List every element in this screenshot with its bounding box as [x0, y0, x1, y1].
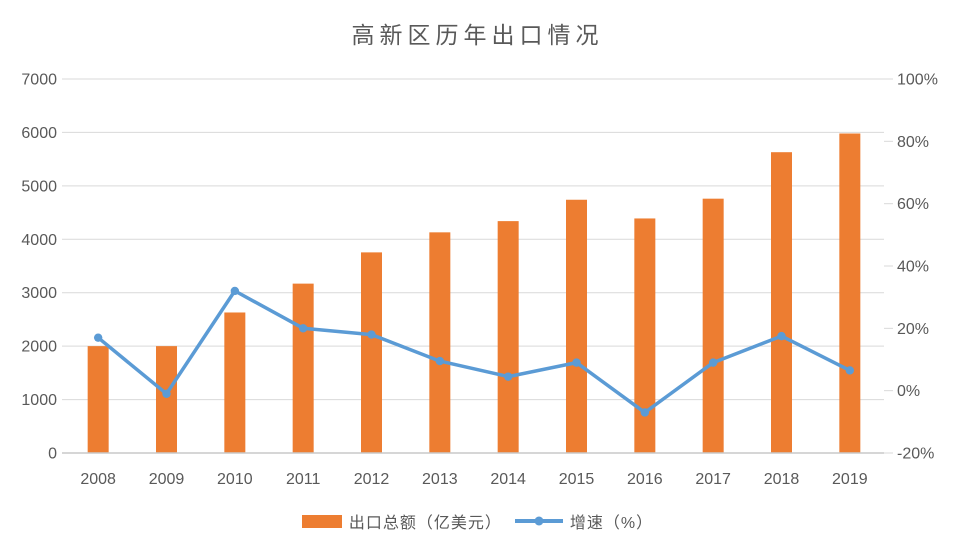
left-axis-tick-label: 5000 [21, 178, 57, 195]
growth-line [96, 289, 852, 415]
x-axis-labels: 2008 2009 2010 2011 2012 2013 2014 2015 2016 2017… [80, 471, 867, 488]
line-marker-dot-icon [534, 516, 544, 526]
left-axis-tick-label: 1000 [21, 392, 57, 409]
marker-2011 [298, 324, 308, 333]
right-axis-tick-label: 40% [897, 259, 929, 276]
legend-item-export-total: 出口总额（亿美元） [301, 509, 502, 533]
bar-2018 [771, 152, 792, 453]
x-axis-label-2015: 2015 [559, 471, 595, 488]
line-series-swatch-icon [514, 516, 563, 526]
right-axis-tick-label: 0% [897, 383, 920, 400]
x-axis-label-2019: 2019 [832, 471, 868, 488]
legend-item-growth-rate: 增速（%） [514, 509, 654, 533]
marker-2010 [230, 286, 240, 296]
marker-2016 [640, 408, 650, 417]
left-axis-tick-label: 0 [48, 446, 57, 463]
legend-label-export-total: 出口总额（亿美元） [348, 515, 502, 532]
right-axis-tick-label: -20% [897, 446, 934, 463]
x-axis-label-2012: 2012 [354, 471, 390, 488]
marker-2012 [367, 330, 376, 339]
legend: 出口总额（亿美元） 增速（%） [0, 509, 955, 533]
x-axis-label-2009: 2009 [149, 471, 185, 488]
marker-2013 [435, 356, 445, 366]
marker-2017 [708, 358, 718, 367]
chart-title: 高新区历年出口情况 [351, 23, 604, 48]
bar-2011 [292, 283, 314, 453]
gridlines [62, 78, 884, 401]
right-axis-tick-label: 80% [897, 134, 929, 151]
marker-2019 [845, 366, 855, 375]
marker-2014 [503, 372, 513, 381]
bar-2013 [429, 232, 451, 453]
x-axis-label-2017: 2017 [695, 471, 731, 488]
marker-2008 [93, 333, 103, 342]
right-axis-tick-label: 60% [897, 196, 929, 213]
marker-2018 [777, 331, 786, 341]
bar-2008 [87, 346, 109, 453]
growth-markers [93, 286, 855, 417]
bar-2019 [839, 133, 861, 454]
bar-2009 [156, 346, 177, 453]
left-axis-tick-label: 2000 [21, 339, 57, 356]
bar-2015 [566, 199, 587, 453]
x-axis-label-2011: 2011 [286, 471, 321, 488]
x-axis-label-2016: 2016 [627, 471, 663, 488]
left-axis-tick-label: 4000 [21, 232, 57, 249]
left-axis-tick-label: 3000 [21, 285, 57, 302]
legend-label-growth-rate: 增速（%） [569, 515, 654, 532]
x-axis-label-2018: 2018 [764, 471, 800, 488]
x-axis-label-2008: 2008 [80, 471, 116, 488]
left-axis-tick-label: 7000 [21, 72, 57, 89]
right-axis-tick-label: 20% [897, 321, 929, 338]
x-axis-label-2014: 2014 [490, 471, 526, 488]
bar-series [87, 133, 861, 454]
right-axis-labels: -20% 0% 20% 40% 60% 80% 100% [884, 72, 938, 463]
left-axis-tick-label: 6000 [21, 125, 57, 142]
left-axis-labels: 0 1000 2000 3000 4000 5000 6000 7000 [21, 72, 57, 463]
bar-2016 [634, 218, 656, 453]
x-axis-label-2013: 2013 [422, 471, 458, 488]
bar-2012 [361, 252, 382, 453]
marker-2009 [162, 389, 171, 398]
right-axis-tick-label: 100% [897, 72, 938, 89]
bar-2017 [702, 198, 724, 453]
marker-2015 [572, 358, 581, 367]
x-axis-label-2010: 2010 [217, 471, 253, 488]
bar-2014 [497, 221, 519, 453]
bar-series-swatch-icon [301, 514, 342, 528]
bar-2010 [224, 312, 246, 453]
